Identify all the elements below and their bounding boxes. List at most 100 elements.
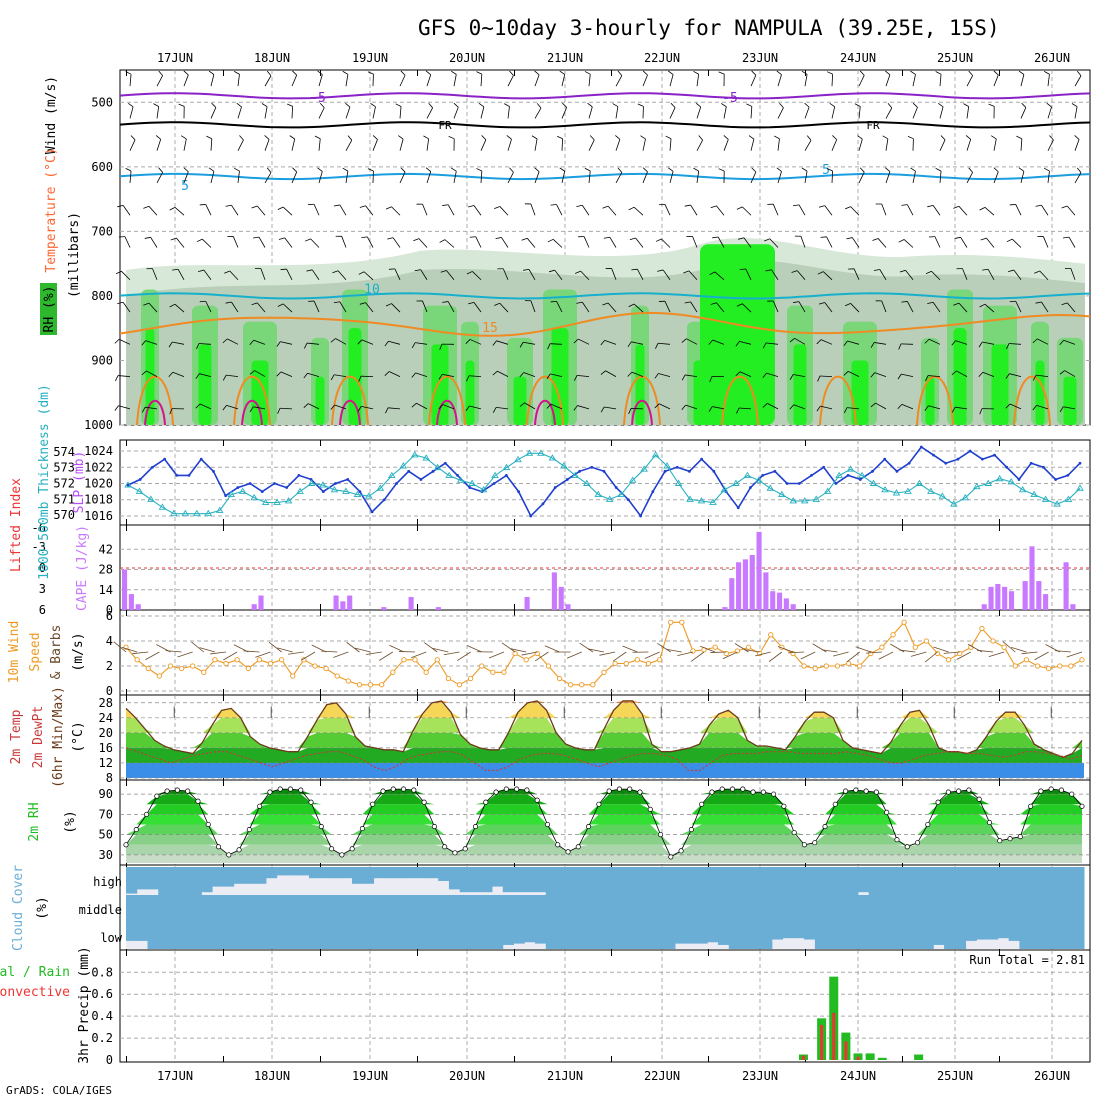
wind-barb	[203, 269, 212, 281]
wind-barb	[772, 204, 779, 216]
wind-barb	[141, 340, 146, 346]
wind-barb	[735, 341, 740, 347]
wind-barb	[629, 237, 636, 241]
cloud-bar	[470, 867, 482, 893]
wind-barb	[223, 651, 238, 661]
wind-speed-point	[412, 657, 418, 663]
cloud-bar	[352, 867, 364, 884]
wind-barb	[750, 75, 757, 87]
wind-speed-point	[178, 665, 185, 672]
wind-barb	[1021, 102, 1027, 108]
wind-barb	[1070, 268, 1076, 280]
cloud-bar	[976, 867, 988, 895]
cloud-bar	[911, 922, 924, 949]
cloud-bar	[814, 895, 827, 922]
rh-point	[812, 840, 818, 846]
wind-speed-point	[490, 669, 496, 675]
wind-barb	[878, 651, 894, 660]
wind-barb	[736, 407, 740, 414]
cloud-bar	[276, 922, 288, 949]
temp-line	[125, 700, 1083, 758]
wind-barb	[411, 342, 416, 349]
wind-barb	[264, 75, 272, 87]
rh-point	[925, 821, 931, 828]
wind-barb	[669, 107, 676, 119]
wind-barb	[925, 375, 929, 382]
thickness-point	[365, 492, 373, 499]
wind-barb	[637, 103, 644, 107]
wind-barb	[531, 135, 538, 140]
wind-barb	[1034, 270, 1040, 274]
wind-barb	[465, 405, 470, 412]
wind-barb	[877, 238, 887, 248]
rh-point	[359, 826, 365, 832]
wind-barb	[779, 102, 784, 108]
wind-barb	[931, 271, 941, 281]
wind-barb	[303, 373, 308, 379]
wind-speed-point	[267, 660, 274, 667]
wind-barb	[685, 404, 698, 410]
rh-point	[1028, 803, 1034, 809]
wind-barb	[690, 301, 698, 313]
wind-barb	[370, 103, 376, 108]
cloud-bar	[545, 922, 558, 949]
thickness-point	[376, 484, 385, 491]
cloud-bar	[782, 922, 794, 939]
thickness-point	[238, 487, 247, 494]
cape-bar	[776, 592, 783, 610]
rh-band	[126, 794, 1082, 805]
slp-point	[1017, 478, 1021, 481]
wind-barb	[399, 171, 406, 184]
wind-barb	[745, 268, 752, 280]
wind-barb	[776, 70, 782, 75]
wind-barb	[523, 341, 536, 345]
wind-barb	[478, 102, 485, 108]
wind-barb	[818, 205, 825, 208]
bottom-date-label: 26JUN	[1034, 1069, 1070, 1083]
wind-barb	[776, 167, 782, 172]
rh-point	[421, 799, 427, 805]
wind-barb	[684, 301, 691, 304]
wind-barb	[346, 642, 360, 653]
slp-line	[127, 445, 1081, 518]
wind-barb	[284, 237, 293, 248]
wind-barb	[392, 237, 401, 248]
wind-barb	[718, 71, 725, 75]
wind-barb	[118, 338, 131, 345]
wind-barb	[887, 103, 893, 109]
cloud-bar	[502, 922, 515, 945]
wind-barb	[354, 647, 371, 653]
cloud-bar	[814, 867, 827, 895]
cloud-bar	[567, 922, 579, 949]
cloud-bar	[901, 895, 913, 922]
wind-barb	[932, 301, 941, 313]
wind-barb	[739, 371, 752, 377]
wind-barb	[237, 106, 242, 119]
wind-barb	[1074, 139, 1080, 151]
thickness-point	[995, 474, 1004, 482]
thickness-point	[743, 471, 752, 479]
wind-barb	[411, 402, 417, 408]
slp-point	[822, 465, 826, 469]
wind-barb	[951, 340, 956, 346]
slp-point	[675, 465, 679, 469]
wind-barb	[766, 342, 779, 345]
slp-point	[700, 457, 704, 461]
wind-barb	[438, 404, 444, 410]
cloud-bar	[265, 922, 278, 949]
wind-barb	[130, 135, 136, 141]
cloud-bar	[384, 867, 396, 879]
wind-barb	[874, 342, 887, 345]
slp-point	[980, 457, 984, 461]
thickness-point	[330, 485, 339, 493]
wind-barb	[938, 102, 944, 108]
wind-barb	[509, 70, 514, 76]
cloud-bar	[212, 895, 224, 922]
cloud-bar	[901, 922, 913, 949]
cape-tick-label: 28	[99, 563, 113, 577]
wind-barb	[523, 268, 530, 271]
thickness-point	[904, 487, 912, 494]
cloud-bar	[524, 895, 536, 922]
wind-barb	[206, 135, 213, 140]
cloud-bar	[804, 895, 816, 922]
